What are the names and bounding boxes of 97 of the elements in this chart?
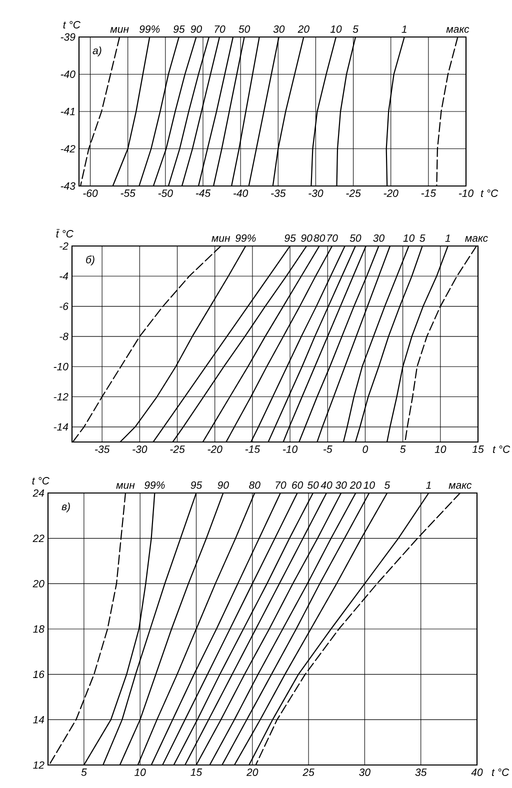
x-tick-label: -20 — [208, 446, 222, 453]
x-tick-label: -40 — [234, 190, 248, 197]
y-tick-label: 24 — [32, 489, 44, 497]
y-tick-label: -43 — [60, 182, 76, 190]
series-label: 70 — [327, 234, 338, 242]
x-tick-label: -15 — [421, 190, 436, 197]
y-tick-label: -39 — [60, 33, 76, 41]
x-tick-label: -60 — [83, 190, 98, 197]
x-tick-label: -50 — [158, 190, 173, 197]
series-label: 95 — [173, 25, 185, 33]
y-tick-label: -6 — [60, 302, 68, 310]
x-axis-title: t °C — [481, 190, 498, 197]
series-label: 95 — [284, 234, 296, 242]
y-axis-title: t̄ °C — [56, 229, 74, 238]
series-label: макс — [446, 27, 470, 33]
x-axis-title: t °C — [492, 768, 510, 776]
x-tick-label: 25 — [302, 768, 314, 776]
x-tick-label: -10 — [282, 446, 298, 453]
x-tick-label: -10 — [458, 190, 474, 197]
series-label: 90 — [218, 481, 229, 489]
series-label: макс — [448, 483, 472, 489]
x-tick-label: -25 — [346, 190, 361, 197]
x-tick-label: -30 — [132, 446, 148, 453]
x-tick-label: 15 — [190, 768, 202, 776]
series-label: 5 — [352, 25, 358, 33]
text: в) — [62, 502, 70, 512]
x-tick-label: 10 — [434, 446, 446, 453]
x-tick-label: -25 — [170, 446, 185, 453]
series-label: 60 — [292, 481, 304, 489]
x-tick-label: 5 — [400, 446, 406, 453]
series-label: 50 — [238, 25, 250, 33]
series-label: 80 — [314, 234, 326, 242]
y-tick-label: 18 — [33, 625, 44, 633]
series-label: мин — [116, 483, 135, 489]
y-tick-label: 22 — [32, 534, 44, 542]
series-label: 30 — [273, 25, 285, 33]
x-tick-label: -45 — [196, 190, 211, 197]
text: а) — [92, 46, 102, 56]
series-label: 30 — [336, 481, 347, 489]
y-tick-label: 12 — [33, 761, 44, 769]
x-tick-label: 35 — [415, 768, 427, 776]
x-axis-title: t °C — [493, 446, 510, 453]
x-tick-label: 5 — [81, 768, 87, 776]
series-label: 1 — [402, 26, 406, 33]
series-label: 20 — [298, 25, 310, 33]
series-label: 5 — [384, 481, 390, 489]
series-label: 10 — [403, 234, 415, 242]
series-label: 95 — [190, 481, 202, 489]
series-label: 1 — [426, 482, 431, 489]
x-tick-label: 0 — [362, 446, 368, 453]
y-tick-label: -4 — [60, 272, 68, 280]
series-label: 1 — [445, 234, 450, 242]
series-label: 50 — [307, 481, 319, 489]
y-tick-label: -12 — [54, 393, 68, 400]
y-tick-label: -41 — [60, 108, 75, 116]
series-label: 40 — [320, 481, 332, 489]
series-label: 10 — [364, 481, 375, 489]
y-axis-title: t °C — [63, 21, 81, 28]
series-label: макс — [465, 236, 488, 242]
x-tick-label: -15 — [245, 446, 260, 453]
x-tick-label: -35 — [271, 190, 286, 197]
y-tick-label: 20 — [32, 580, 44, 588]
series-label: мин — [212, 236, 230, 242]
x-tick-label: 15 — [472, 446, 484, 453]
x-tick-label: -20 — [384, 190, 398, 197]
x-tick-label: 20 — [246, 768, 258, 776]
series-label: 70 — [214, 25, 226, 33]
y-tick-label: -40 — [60, 70, 76, 78]
series-label: 5 — [420, 234, 426, 242]
series-label: 80 — [249, 481, 260, 489]
x-tick-label: 10 — [134, 768, 146, 776]
y-tick-label: 14 — [33, 716, 44, 724]
series-label: 20 — [350, 481, 362, 489]
y-tick-label: -8 — [60, 332, 68, 340]
x-tick-label: -30 — [308, 190, 324, 197]
y-tick-label: -14 — [54, 423, 68, 431]
y-tick-label: -42 — [60, 145, 76, 152]
y-axis-title: t °C — [32, 477, 50, 484]
series-label: 70 — [276, 481, 286, 489]
x-tick-label: 40 — [471, 768, 483, 776]
series-label: 90 — [301, 234, 312, 242]
text: б) — [86, 256, 94, 266]
series-label: 99% — [236, 234, 256, 242]
series-label: мин — [110, 27, 129, 33]
x-tick-label: -5 — [323, 446, 332, 453]
series-label: 90 — [190, 25, 202, 33]
series-label: 10 — [330, 25, 342, 33]
y-tick-label: 16 — [33, 670, 44, 678]
x-tick-label: -35 — [95, 446, 110, 453]
series-label: 99% — [139, 25, 160, 33]
y-tick-label: -10 — [54, 362, 68, 370]
y-tick-label: -2 — [60, 242, 68, 250]
series-label: 30 — [373, 234, 385, 242]
x-tick-label: -55 — [120, 190, 136, 197]
series-label: 50 — [350, 234, 362, 242]
series-label: 99% — [144, 481, 165, 489]
x-tick-label: 30 — [359, 768, 370, 776]
